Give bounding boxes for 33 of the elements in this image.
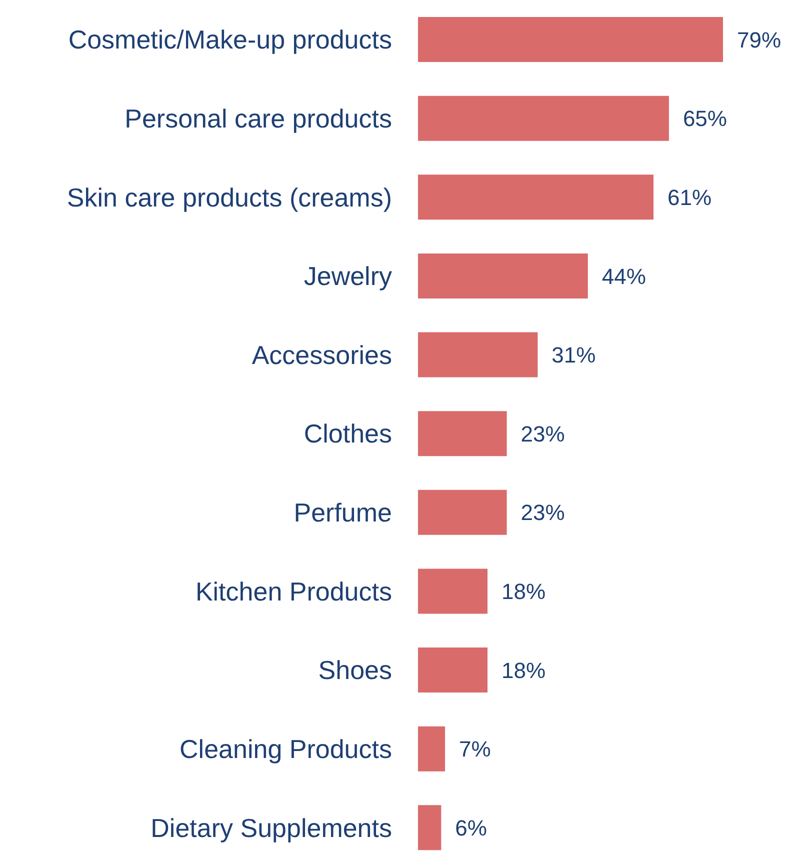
y-tick-label: Clothes [304, 418, 392, 449]
data-label: 23% [520, 500, 565, 526]
data-label: 79% [737, 27, 782, 52]
y-tick-label: Shoes [318, 655, 392, 686]
y-tick-label: Dietary Supplements [150, 812, 392, 843]
data-label: 44% [602, 264, 646, 289]
y-tick-label: Kitchen Products [195, 576, 392, 606]
data-label: 18% [501, 658, 546, 683]
data-label: 6% [455, 815, 487, 840]
data-label: 18% [501, 579, 546, 604]
data-label: 65% [682, 106, 727, 132]
bar [418, 174, 654, 220]
bar [418, 332, 538, 378]
bar [418, 726, 446, 772]
bar [418, 490, 507, 535]
bar [418, 96, 669, 141]
bar [418, 411, 507, 456]
data-label: 23% [520, 421, 565, 446]
bar [418, 805, 442, 850]
y-tick-label: Skin care products (creams) [66, 182, 392, 212]
y-tick-label: Jewelry [304, 261, 392, 292]
bar [418, 17, 723, 62]
y-tick-label: Perfume [294, 498, 392, 528]
data-label: 61% [668, 184, 712, 210]
y-tick-label: Cosmetic/Make-up products [68, 24, 392, 55]
bar [418, 648, 488, 693]
bar [418, 568, 488, 614]
data-label: 31% [552, 342, 596, 368]
bar [418, 253, 588, 298]
data-label: 7% [459, 736, 491, 762]
y-tick-label: Cleaning Products [180, 734, 392, 764]
y-tick-label: Accessories [252, 340, 392, 370]
y-tick-label: Personal care products [124, 103, 392, 134]
